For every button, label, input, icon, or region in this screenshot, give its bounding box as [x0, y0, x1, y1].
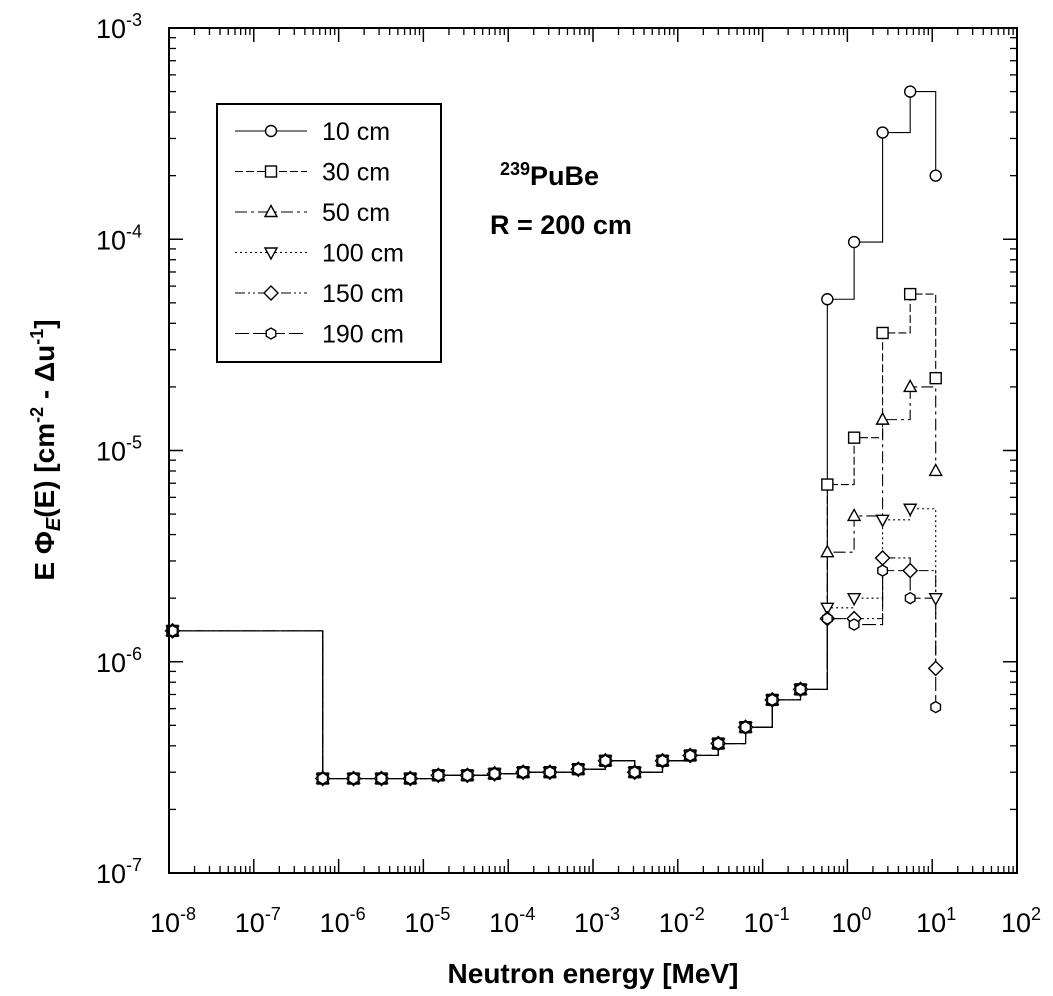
- marker-hexagon: [877, 564, 889, 577]
- markers-layer: [164, 85, 944, 787]
- y-tick-label: 10-5: [96, 433, 142, 467]
- series-line: [172, 508, 937, 780]
- marker-hexagon: [599, 754, 611, 768]
- legend-box: [216, 103, 442, 363]
- marker-hexagon: [740, 720, 752, 734]
- marker-hexagon: [167, 624, 178, 638]
- y-axis-label: E ΦE(E) [cm-2 - Δu-1]: [27, 319, 65, 580]
- marker-square: [264, 165, 278, 178]
- y-tick-label: 10-4: [96, 221, 142, 255]
- x-tick-label: 10-7: [235, 904, 281, 938]
- y-tick-label: 10-7: [96, 855, 142, 889]
- marker-triangle-up: [903, 378, 918, 393]
- marker-triangle-down: [846, 592, 862, 607]
- legend: 10 cm 30 cm 50 cm 100 cm 150 cm 190 cm: [216, 103, 442, 363]
- marker-hexagon: [657, 754, 668, 768]
- marker-hexagon: [821, 612, 833, 625]
- series-line: [172, 386, 937, 780]
- legend-label: 190 cm: [322, 321, 404, 349]
- marker-circle: [903, 85, 917, 98]
- series-line: [172, 293, 937, 780]
- marker-hexagon: [375, 772, 387, 785]
- series-line: [172, 570, 937, 780]
- plot-frame: [168, 27, 1018, 874]
- marker-hexagon: [404, 772, 416, 785]
- marker-hexagon: [712, 737, 724, 750]
- x-tick-label: 100: [831, 904, 871, 938]
- x-tick-labels: 10-8 10-7 10-6 10-5 10-4 10-3 10-2 10-1 100 101 10…: [150, 904, 1041, 938]
- marker-triangle-up: [263, 204, 279, 218]
- marker-triangle-up: [846, 507, 862, 522]
- marker-circle: [821, 293, 834, 306]
- x-tick-label: 10-6: [320, 904, 366, 938]
- marker-hexagon: [684, 749, 696, 762]
- annotation-source: 239PuBe: [500, 159, 599, 191]
- marker-hexagon: [930, 700, 942, 714]
- y-tick-label: 10-6: [96, 644, 142, 678]
- marker-square: [821, 478, 834, 491]
- marker-hexagon: [766, 693, 778, 707]
- legend-label: 10 cm: [322, 118, 390, 146]
- marker-hexagon: [848, 618, 860, 631]
- marker-circle: [847, 235, 861, 249]
- marker-diamond: [927, 660, 944, 677]
- marker-hexagon: [572, 762, 584, 776]
- marker-triangle-down: [928, 592, 943, 607]
- marker-diamond: [263, 285, 279, 301]
- marker-hexagon: [904, 591, 916, 605]
- marker-triangle-down: [903, 503, 918, 517]
- legend-label: 150 cm: [322, 280, 404, 308]
- marker-square: [903, 287, 917, 301]
- marker-circle: [264, 124, 278, 138]
- marker-diamond: [902, 562, 919, 579]
- marker-triangle-up: [875, 411, 890, 425]
- legend-label: 100 cm: [322, 240, 404, 268]
- marker-hexagon: [544, 765, 556, 779]
- x-tick-label: 10-8: [150, 904, 196, 938]
- marker-triangle-down: [263, 247, 279, 261]
- y-tick-labels: 10-7 10-6 10-5 10-4 10-3: [96, 10, 142, 889]
- marker-circle: [929, 169, 942, 182]
- marker-hexagon: [348, 772, 359, 785]
- marker-square: [929, 371, 942, 385]
- series-line: [172, 557, 937, 780]
- x-tick-label: 10-3: [574, 904, 620, 938]
- x-tick-label: 10-4: [489, 904, 535, 938]
- annotation-text: PuBe: [530, 161, 599, 191]
- marker-triangle-up: [820, 544, 835, 558]
- marker-hexagon: [629, 765, 641, 779]
- x-tick-label: 10-5: [404, 904, 450, 938]
- x-tick-label: 10-2: [659, 904, 705, 938]
- x-tick-label: 102: [1001, 904, 1041, 938]
- marker-hexagon: [489, 767, 500, 781]
- x-tick-label: 10-1: [744, 904, 790, 938]
- marker-hexagon: [317, 772, 329, 785]
- x-axis-label: Neutron energy [MeV]: [448, 958, 739, 989]
- marker-hexagon: [432, 769, 444, 782]
- legend-label: 30 cm: [322, 159, 390, 187]
- marker-triangle-down: [875, 514, 890, 528]
- marker-diamond: [874, 549, 891, 566]
- marker-square: [847, 431, 861, 444]
- y-tick-label: 10-3: [96, 10, 142, 44]
- marker-hexagon: [517, 765, 529, 779]
- legend-label: 50 cm: [322, 199, 390, 227]
- marker-hexagon: [795, 683, 806, 696]
- marker-triangle-up: [928, 463, 943, 477]
- annotation-superscript: 239: [500, 159, 530, 179]
- x-tick-label: 101: [916, 904, 956, 938]
- marker-hexagon: [265, 327, 277, 340]
- marker-square: [876, 326, 889, 340]
- annotation-radius: R = 200 cm: [490, 210, 632, 240]
- marker-triangle-down: [820, 602, 835, 616]
- marker-hexagon: [461, 769, 473, 782]
- marker-circle: [876, 126, 889, 139]
